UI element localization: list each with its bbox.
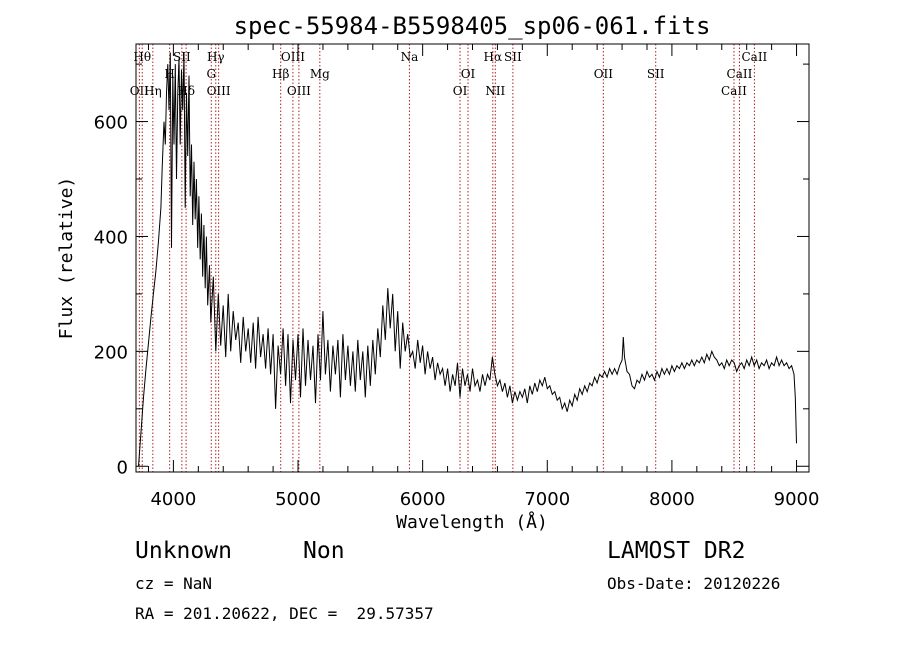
object-class: Non [303,538,345,564]
line-marker-label: Mg [310,67,330,81]
line-marker-label: Hα [484,50,503,64]
line-marker-label: CaII [741,50,767,64]
y-tick-label: 600 [94,113,128,134]
line-marker-label: OIII [207,84,231,98]
line-marker-label: CaII [727,67,753,81]
y-axis-label: Flux (relative) [56,177,77,340]
redshift-value: cz = NaN [135,574,213,593]
coordinates: RA = 201.20622, DEC = 29.57357 [135,604,434,623]
x-tick-label: 7000 [524,489,570,510]
line-marker-label: OI [461,67,476,81]
axis-ticks: 4000 5000 6000 7000 8000 9000 0 200 400 600 [94,44,820,510]
y-tick-label: 200 [94,342,128,363]
line-marker-label: Hη [144,84,162,98]
survey-name: LAMOST DR2 [607,538,746,564]
line-marker-label: Hβ [272,67,289,81]
x-tick-label: 8000 [649,489,695,510]
x-axis-label: Wavelength (Å) [396,511,548,533]
line-marker-label: NII [485,84,505,98]
line-marker-label: OI [453,84,468,98]
object-type: Unknown [135,538,232,564]
plot-frame [135,43,810,473]
spectrum-line [138,52,797,467]
line-marker-label: OIII [281,50,305,64]
line-marker-label: OII [130,84,150,98]
line-marker-label: Hθ [133,50,151,64]
line-marker-label: SII [504,50,522,64]
chart-title: spec-55984-B5598405_sp06-061.fits [234,12,711,40]
y-tick-label: 0 [117,457,128,478]
line-marker-label: OII [594,67,614,81]
line-marker-label: OIII [287,84,311,98]
x-tick-label: 9000 [774,489,820,510]
line-marker-label: Na [401,50,419,64]
line-marker-label: Hγ [207,50,225,64]
x-tick-label: 5000 [275,489,321,510]
line-marker-label: G [206,67,216,81]
y-tick-label: 400 [94,227,128,248]
line-marker-label: SII [647,67,665,81]
x-tick-label: 6000 [400,489,446,510]
line-marker-label: CaII [721,84,747,98]
line-marker-label: SII [173,50,191,64]
obs-date: Obs-Date: 20120226 [607,574,781,593]
line-markers: OIIHθHηHSIIHδGHγOIIIHβOIIIOIIIMgNaOIOIHα… [130,44,768,472]
x-tick-label: 4000 [150,489,196,510]
spectrum-series [138,52,797,467]
